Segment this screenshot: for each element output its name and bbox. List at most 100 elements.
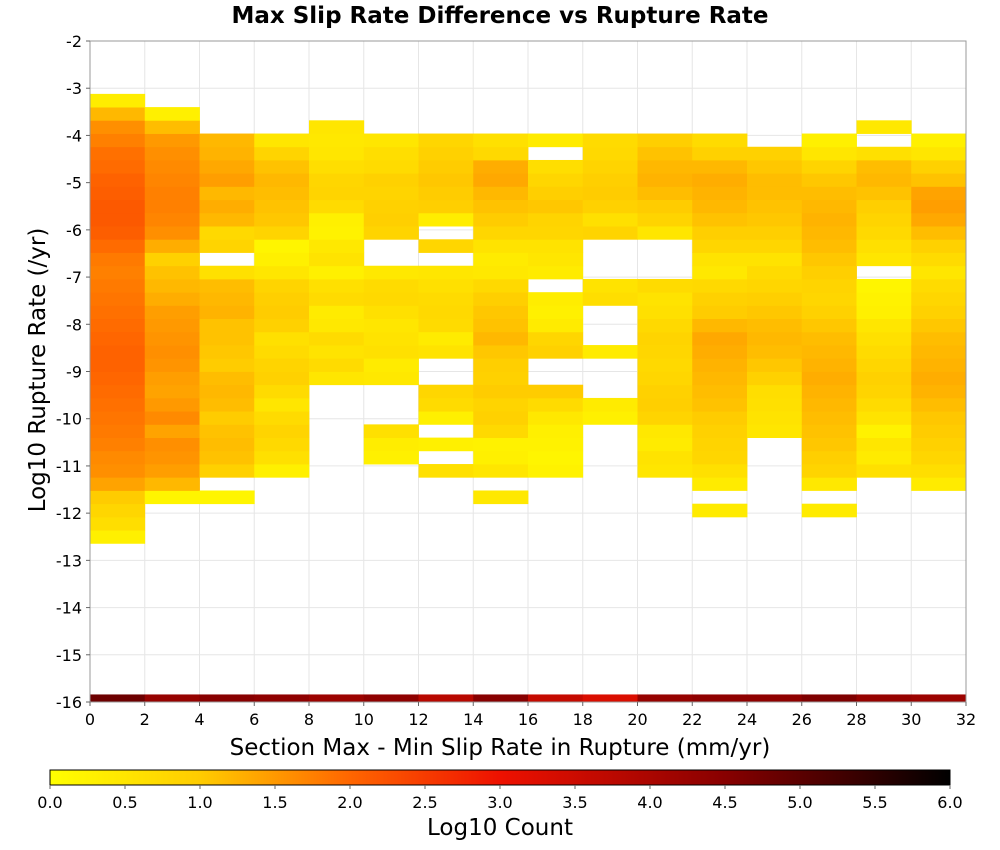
baseline-cell xyxy=(801,694,857,702)
heatmap-cell xyxy=(637,331,693,346)
colorbar-tick-label: 1.5 xyxy=(262,793,287,812)
heatmap-cell xyxy=(309,371,365,386)
heatmap-cell xyxy=(90,133,146,148)
heatmap-cell xyxy=(801,265,857,280)
baseline-cell xyxy=(856,694,912,702)
heatmap-cell xyxy=(801,292,857,306)
heatmap-cell xyxy=(692,212,748,227)
heatmap-cell xyxy=(856,252,912,267)
heatmap-cell xyxy=(528,226,584,240)
heatmap-cell xyxy=(418,186,474,201)
heatmap-cell xyxy=(637,371,693,386)
heatmap-cell xyxy=(144,384,200,399)
heatmap-cell xyxy=(801,159,857,174)
heatmap-cell xyxy=(90,292,146,306)
heatmap-cell xyxy=(692,199,748,214)
heatmap-cell xyxy=(199,133,255,148)
heatmap-cell xyxy=(309,252,365,267)
baseline-cell xyxy=(473,694,529,702)
heatmap-cell xyxy=(254,464,310,478)
heatmap-cell xyxy=(747,318,803,333)
heatmap-cell xyxy=(418,173,474,187)
heatmap-cell xyxy=(473,318,529,333)
heatmap-cell xyxy=(582,411,638,425)
y-tick-label: -9 xyxy=(66,363,82,382)
heatmap-cell xyxy=(363,345,419,359)
heatmap-cell xyxy=(418,411,474,425)
heatmap-cell xyxy=(692,278,748,293)
heatmap-cell xyxy=(90,278,146,293)
heatmap-cell xyxy=(637,450,693,465)
heatmap-cell xyxy=(473,424,529,438)
heatmap-cell xyxy=(199,437,255,452)
heatmap-cell xyxy=(911,159,967,174)
heatmap-cell xyxy=(856,226,912,240)
x-tick-label: 4 xyxy=(194,710,204,729)
heatmap-cell xyxy=(692,331,748,346)
heatmap-cell xyxy=(747,212,803,227)
heatmap-cell xyxy=(856,120,912,134)
heatmap-cell xyxy=(309,345,365,359)
heatmap-cell xyxy=(747,384,803,399)
heatmap-cell xyxy=(856,345,912,359)
heatmap-cell xyxy=(144,424,200,438)
heatmap-cell xyxy=(911,186,967,201)
baseline-cell xyxy=(144,694,200,702)
colorbar-tick-label: 3.0 xyxy=(487,793,512,812)
heatmap-cell xyxy=(692,146,748,161)
heatmap-cell xyxy=(144,371,200,386)
heatmap-cell xyxy=(473,490,529,505)
heatmap-cell xyxy=(473,397,529,412)
heatmap-cell xyxy=(692,159,748,174)
colorbar-tick-label: 2.0 xyxy=(337,793,362,812)
heatmap-cell xyxy=(254,226,310,240)
heatmap-cell xyxy=(911,477,967,491)
heatmap-cell xyxy=(856,278,912,293)
heatmap-cell xyxy=(254,159,310,174)
heatmap-cell xyxy=(309,186,365,201)
heatmap-cell xyxy=(801,424,857,438)
heatmap-cell xyxy=(199,199,255,214)
heatmap-cell xyxy=(309,278,365,293)
heatmap-cell xyxy=(637,437,693,452)
heatmap-cell xyxy=(199,358,255,372)
heatmap-cell xyxy=(144,146,200,161)
heatmap-cell xyxy=(582,292,638,306)
heatmap-cell xyxy=(254,384,310,399)
colorbar-tick-label: 6.0 xyxy=(937,793,962,812)
heatmap-cell xyxy=(90,239,146,253)
colorbar-ticks: 0.0 0.5 1.0 1.5 2.0 2.5 3.0 3.5 4.0 4.5 5.0 5.5 6.0 xyxy=(37,785,963,812)
heatmap-cell xyxy=(801,464,857,478)
y-axis-label: Log10 Rupture Rate (/yr) xyxy=(25,228,51,513)
heatmap-cell xyxy=(637,384,693,399)
heatmap-cell xyxy=(363,450,419,465)
heatmap-cell xyxy=(747,226,803,240)
heatmap-cell xyxy=(144,411,200,425)
heatmap-cell xyxy=(692,503,748,518)
heatmap-cell xyxy=(254,212,310,227)
heatmap-cell xyxy=(582,199,638,214)
heatmap-cell xyxy=(254,146,310,161)
heatmap-cell xyxy=(528,331,584,346)
heatmap-cell xyxy=(582,345,638,359)
heatmap-cell xyxy=(418,146,474,161)
x-tick-label: 30 xyxy=(901,710,921,729)
heatmap-cell xyxy=(582,226,638,240)
heatmap-cell xyxy=(90,437,146,452)
heatmap-cell xyxy=(254,331,310,346)
heatmap-cell xyxy=(144,133,200,148)
heatmap-cell xyxy=(309,159,365,174)
heatmap-cell xyxy=(254,411,310,425)
heatmap-cell xyxy=(801,345,857,359)
heatmap-cell xyxy=(473,186,529,201)
heatmap-cell xyxy=(363,146,419,161)
heatmap-cell xyxy=(418,212,474,227)
heatmap-cell xyxy=(692,133,748,148)
heatmap-cell xyxy=(90,358,146,372)
heatmap-cell xyxy=(418,305,474,320)
heatmap-cell xyxy=(90,173,146,187)
heatmap-cell xyxy=(747,146,803,161)
x-tick-label: 26 xyxy=(792,710,812,729)
y-tick-label: -8 xyxy=(66,315,82,334)
heatmap-cell xyxy=(363,424,419,438)
